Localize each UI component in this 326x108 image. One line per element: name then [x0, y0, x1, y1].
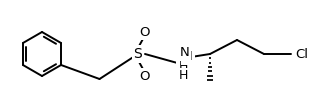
Text: N: N: [183, 51, 193, 64]
Text: H: H: [178, 60, 188, 74]
Text: O: O: [139, 25, 149, 38]
Text: S: S: [134, 47, 142, 61]
Text: O: O: [139, 70, 149, 83]
Text: N: N: [180, 46, 190, 59]
Text: Cl: Cl: [295, 48, 308, 60]
Text: H: H: [178, 69, 188, 82]
